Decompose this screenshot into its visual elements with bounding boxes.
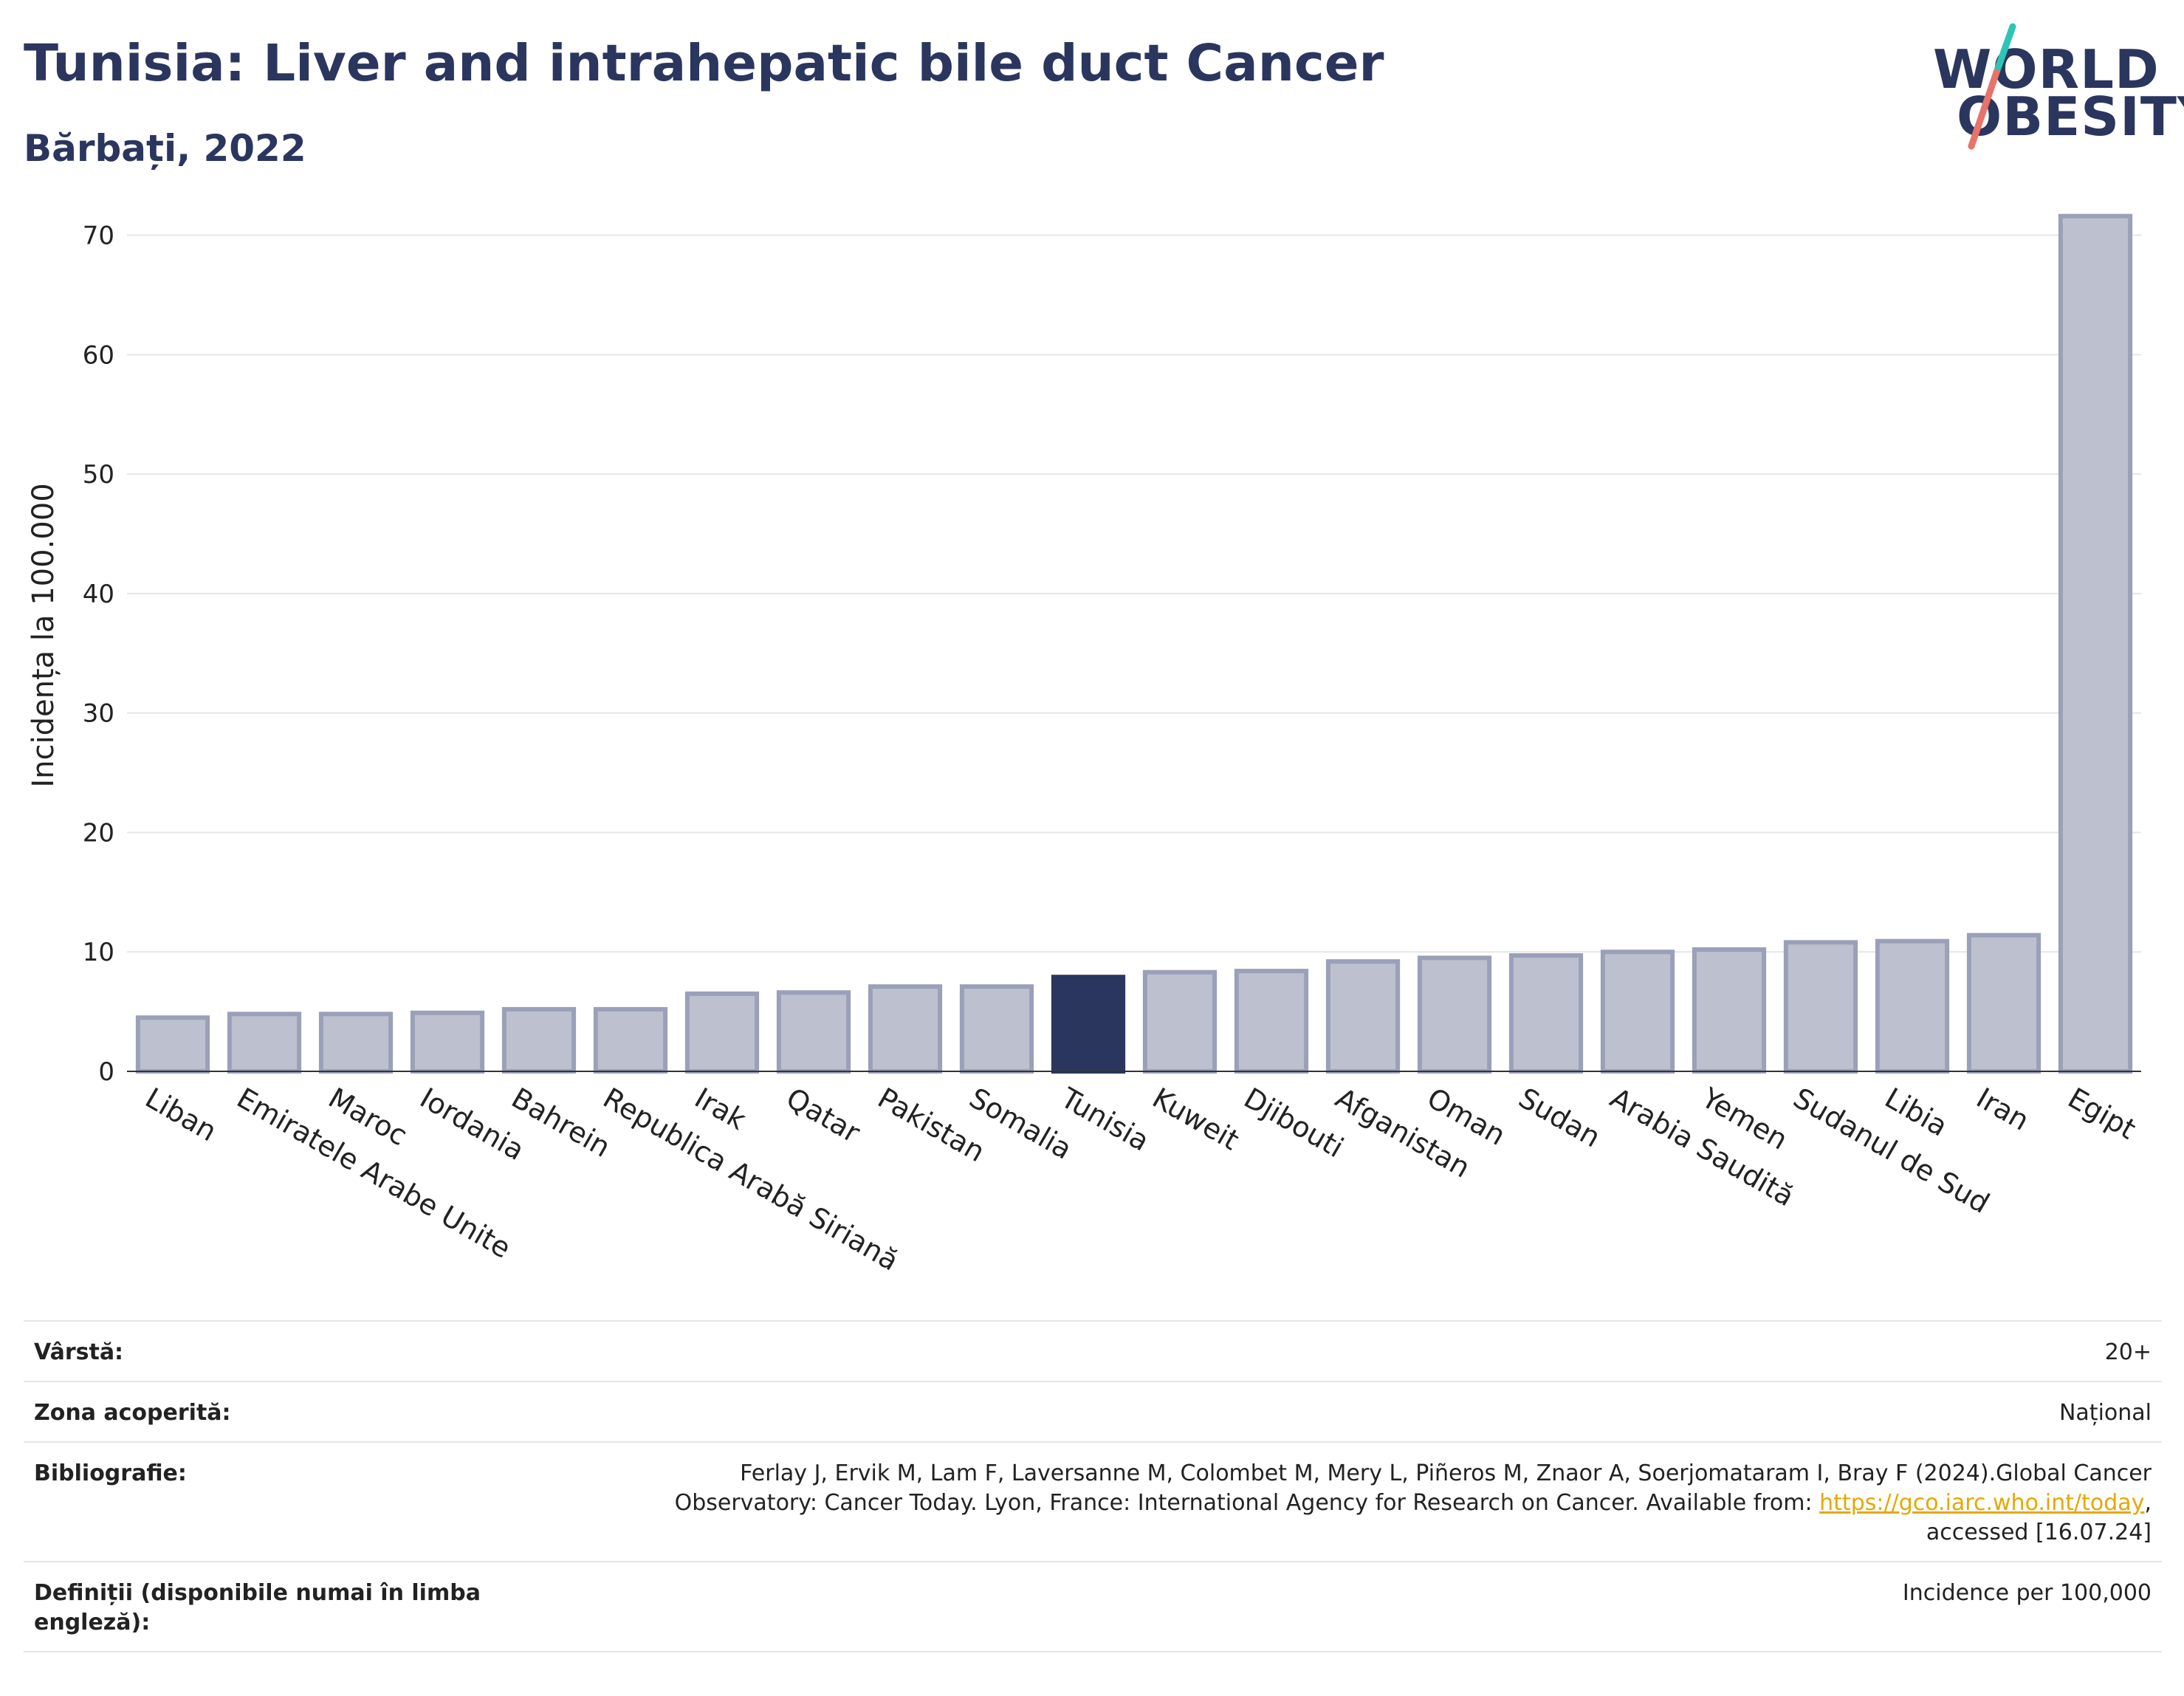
bar-iordania <box>410 1010 485 1074</box>
x-tick-label: Republica Arabă Siriană <box>598 1082 904 1277</box>
bibliography-line-1: Ferlay J, Ervik M, Lam F, Laversanne M, … <box>740 1460 2152 1486</box>
bar-sudan <box>1508 953 1584 1074</box>
y-tick-label: 40 <box>83 580 114 609</box>
meta-key: Bibliografie: <box>34 1460 187 1486</box>
x-tick-label: Qatar <box>781 1082 866 1150</box>
y-tick-label: 20 <box>83 818 114 848</box>
bar-somalia <box>959 984 1034 1074</box>
bar-chart: 0 10 20 30 40 50 60 70 Liban Emiratele Arabe Uni… <box>27 213 2142 1277</box>
x-tick-label: Djibouti <box>1239 1082 1350 1164</box>
bar-republica-arabă-siriană <box>593 1006 668 1074</box>
x-tick-label: Sudan <box>1514 1082 1607 1154</box>
x-tick-label: Liban <box>140 1082 222 1148</box>
meta-key: Vârstă: <box>34 1339 124 1365</box>
meta-key: Definiții (disponibile numai în limba en… <box>34 1580 481 1635</box>
world-obesity-logo: WORLD OBESITY <box>1920 22 2184 162</box>
y-tick-label: 60 <box>83 340 114 370</box>
y-tick-label: 50 <box>83 460 114 490</box>
grid-lines <box>127 234 2141 953</box>
bar-oman <box>1417 955 1492 1074</box>
bar-bahrein <box>501 1006 577 1074</box>
page-subtitle: Bărbați, 2022 <box>24 127 306 170</box>
x-tick-label: Kuweit <box>1147 1082 1245 1157</box>
x-tick-label: Egipt <box>2063 1082 2142 1146</box>
bar-sudanul-de-sud <box>1783 940 1858 1074</box>
meta-value: 20+ <box>2104 1339 2152 1365</box>
logo-slash-icon <box>1968 23 2016 150</box>
metadata-table: Vârstă: 20+ Zona acoperită: Național Bib… <box>24 1320 2162 1652</box>
bar-maroc <box>318 1012 394 1074</box>
bar-emiratele-arabe-unite <box>227 1012 302 1074</box>
bibliography-comma: , <box>2144 1490 2152 1516</box>
y-tick-label: 70 <box>83 222 114 251</box>
bibliography-line-3: accessed [16.07.24] <box>1926 1520 2152 1545</box>
bar-libia <box>1875 938 1950 1074</box>
meta-key: Zona acoperită: <box>34 1400 231 1426</box>
y-axis-title: Incidența la 100.000 <box>27 483 61 787</box>
meta-row-coverage: Zona acoperită: Național <box>24 1381 2162 1441</box>
meta-row-bibliography: Bibliografie: Ferlay J, Ervik M, Lam F, … <box>24 1441 2162 1561</box>
meta-value: Național <box>2058 1400 2152 1426</box>
meta-value: Incidence per 100,000 <box>1902 1580 2152 1606</box>
logo-line-2: OBESITY <box>1957 86 2184 148</box>
bar-tunisia <box>1051 975 1126 1074</box>
bibliography-line-2: Observatory: Cancer Today. Lyon, France:… <box>675 1489 2152 1518</box>
bar-djibouti <box>1234 969 1309 1074</box>
y-tick-label: 30 <box>83 699 114 729</box>
y-axis-ticks: 0 10 20 30 40 50 60 70 <box>83 222 114 1087</box>
meta-value: Ferlay J, Ervik M, Lam F, Laversanne M, … <box>675 1459 2152 1548</box>
x-tick-label: Bahrein <box>506 1082 617 1164</box>
meta-row-age: Vârstă: 20+ <box>24 1320 2162 1381</box>
bar-yemen <box>1692 947 1767 1074</box>
bar-irak <box>684 991 760 1074</box>
meta-row-definitions: Definiții (disponibile numai în limba en… <box>24 1561 2162 1652</box>
bar-iran <box>1966 933 2042 1074</box>
bar-afganistan <box>1325 959 1401 1074</box>
bibliography-link[interactable]: https://gco.iarc.who.int/today <box>1819 1490 2145 1516</box>
bibliography-text: Observatory: Cancer Today. Lyon, France:… <box>674 1490 1820 1516</box>
bar-liban <box>135 1015 210 1074</box>
bar-egipt <box>2058 213 2133 1074</box>
x-tick-label: Iordania <box>415 1082 530 1167</box>
logo-line-1: WORLD <box>1933 38 2160 100</box>
y-tick-label: 10 <box>83 938 114 967</box>
page-title: Tunisia: Liver and intrahepatic bile duc… <box>24 34 1384 93</box>
bar-pakistan <box>868 984 943 1074</box>
x-tick-label: Iran <box>1971 1082 2035 1137</box>
bar-arabia-saudită <box>1600 950 1675 1074</box>
x-tick-label: Irak <box>690 1082 752 1136</box>
y-tick-label: 0 <box>98 1057 114 1087</box>
bars <box>135 213 2133 1074</box>
bar-kuweit <box>1142 969 1218 1074</box>
bar-qatar <box>776 990 851 1074</box>
